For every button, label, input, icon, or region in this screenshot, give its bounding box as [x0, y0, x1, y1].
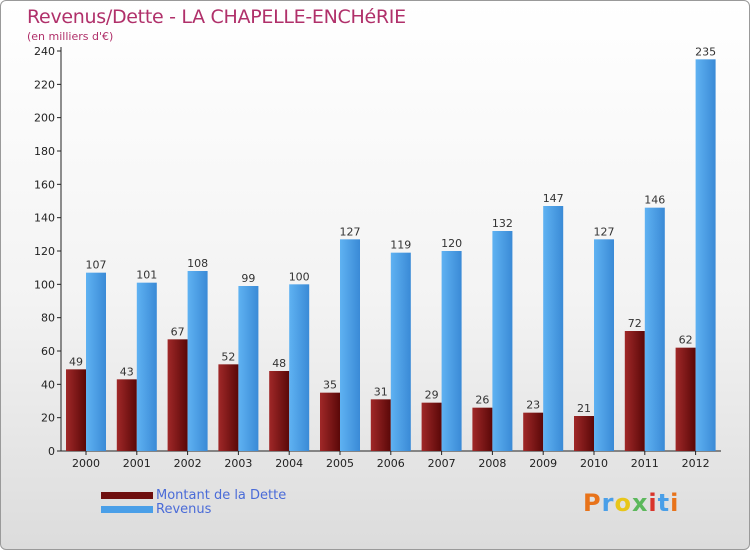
- bar-debt: [370, 399, 391, 451]
- legend-label-revenus: Revenus: [156, 501, 212, 517]
- x-tick-label: 2001: [123, 457, 151, 470]
- x-tick-label: 2009: [529, 457, 557, 470]
- bar-revenus: [695, 59, 716, 451]
- data-label-revenus: 235: [695, 45, 716, 58]
- bar-revenus: [289, 284, 310, 451]
- bar-revenus: [136, 282, 157, 451]
- bar-debt: [116, 379, 137, 451]
- y-tick-label: 100: [34, 278, 55, 291]
- bar-revenus: [594, 239, 614, 451]
- x-tick-label: 2000: [72, 457, 100, 470]
- x-tick-label: 2003: [224, 457, 252, 470]
- data-label-debt: 29: [425, 389, 439, 402]
- legend-swatch-debt: [101, 491, 153, 499]
- y-tick-label: 220: [34, 78, 55, 91]
- data-label-debt: 49: [69, 355, 83, 368]
- data-label-revenus: 127: [594, 225, 615, 238]
- logo-letter: x: [631, 489, 649, 517]
- y-tick-label: 160: [34, 178, 55, 191]
- value-labels: 49 107 43 101 67 108 52 99 48 100 35 127 31 119 29 120 2…: [69, 45, 716, 415]
- data-label-revenus: 120: [441, 237, 462, 250]
- bar-revenus: [238, 286, 259, 451]
- data-label-debt: 43: [120, 365, 134, 378]
- x-tick-label: 2007: [428, 457, 456, 470]
- logo-letter: i: [648, 489, 658, 517]
- bar-debt: [66, 369, 86, 451]
- bar-debt: [421, 402, 442, 451]
- bar-debt: [218, 364, 239, 451]
- data-label-debt: 67: [171, 325, 185, 338]
- y-tick-label: 240: [34, 45, 55, 58]
- y-tick-label: 80: [41, 312, 55, 325]
- y-tick-label: 40: [41, 378, 55, 391]
- x-tick-label: 2011: [631, 457, 659, 470]
- y-tick-label: 200: [34, 112, 55, 125]
- y-tick-label: 20: [41, 412, 55, 425]
- y-tick-label: 0: [48, 445, 55, 458]
- data-label-debt: 72: [628, 317, 642, 330]
- legend-label-debt: Montant de la Dette: [156, 487, 287, 503]
- x-tick-label: 2006: [377, 457, 405, 470]
- bar-revenus: [441, 251, 462, 451]
- logo-letter: t: [657, 489, 671, 517]
- data-label-revenus: 99: [241, 272, 255, 285]
- chart-title: Revenus/Dette - LA CHAPELLE-ENCHéRIE: [27, 6, 406, 28]
- bar-debt: [472, 407, 493, 451]
- bar-debt: [523, 412, 544, 451]
- bar-revenus: [187, 271, 208, 451]
- bar-revenus: [390, 252, 411, 451]
- data-label-debt: 23: [526, 399, 540, 412]
- bar-debt: [269, 371, 290, 451]
- y-tick-label: 120: [34, 245, 55, 258]
- data-label-revenus: 146: [644, 194, 665, 207]
- legend-swatch-revenus: [101, 505, 153, 513]
- data-label-debt: 62: [679, 334, 693, 347]
- data-label-debt: 52: [221, 350, 235, 363]
- bar-revenus: [644, 207, 665, 451]
- data-label-revenus: 127: [340, 225, 361, 238]
- data-label-revenus: 100: [289, 270, 310, 283]
- x-tick-label: 2005: [326, 457, 354, 470]
- data-label-revenus: 101: [136, 269, 157, 282]
- y-tick-label: 140: [34, 212, 55, 225]
- y-tick-label: 180: [34, 145, 55, 158]
- bar-revenus: [492, 231, 513, 451]
- x-tick-label: 2008: [478, 457, 506, 470]
- data-label-revenus: 147: [543, 192, 564, 205]
- proxiti-logo: Proxiti: [583, 489, 679, 517]
- bar-debt: [167, 339, 188, 451]
- data-label-revenus: 119: [390, 239, 411, 252]
- bar-debt: [320, 392, 340, 451]
- bars: [66, 59, 716, 451]
- logo-letter: r: [601, 489, 615, 517]
- logo-letter: o: [614, 489, 632, 517]
- legend-item-revenus: Revenus: [101, 501, 212, 517]
- data-label-debt: 31: [374, 385, 388, 398]
- data-label-revenus: 132: [492, 217, 513, 230]
- x-tick-label: 2010: [580, 457, 608, 470]
- bar-revenus: [543, 206, 564, 451]
- legend-item-debt: Montant de la Dette: [101, 487, 287, 503]
- logo-letter: i: [670, 489, 680, 517]
- y-tick-label: 60: [41, 345, 55, 358]
- x-tick-label: 2012: [682, 457, 710, 470]
- bar-revenus: [340, 239, 360, 451]
- data-label-debt: 26: [475, 394, 489, 407]
- bar-debt: [675, 347, 696, 451]
- logo-letter: P: [583, 489, 602, 517]
- chart-subtitle: (en milliers d'€): [27, 30, 114, 43]
- data-label-debt: 35: [323, 379, 337, 392]
- data-label-debt: 21: [577, 402, 591, 415]
- data-label-debt: 48: [272, 357, 286, 370]
- x-tick-label: 2002: [174, 457, 202, 470]
- bar-revenus: [86, 272, 106, 451]
- bar-debt: [574, 416, 594, 451]
- bar-debt: [624, 331, 645, 451]
- data-label-revenus: 107: [86, 259, 107, 272]
- x-tick-label: 2004: [275, 457, 303, 470]
- data-label-revenus: 108: [187, 257, 208, 270]
